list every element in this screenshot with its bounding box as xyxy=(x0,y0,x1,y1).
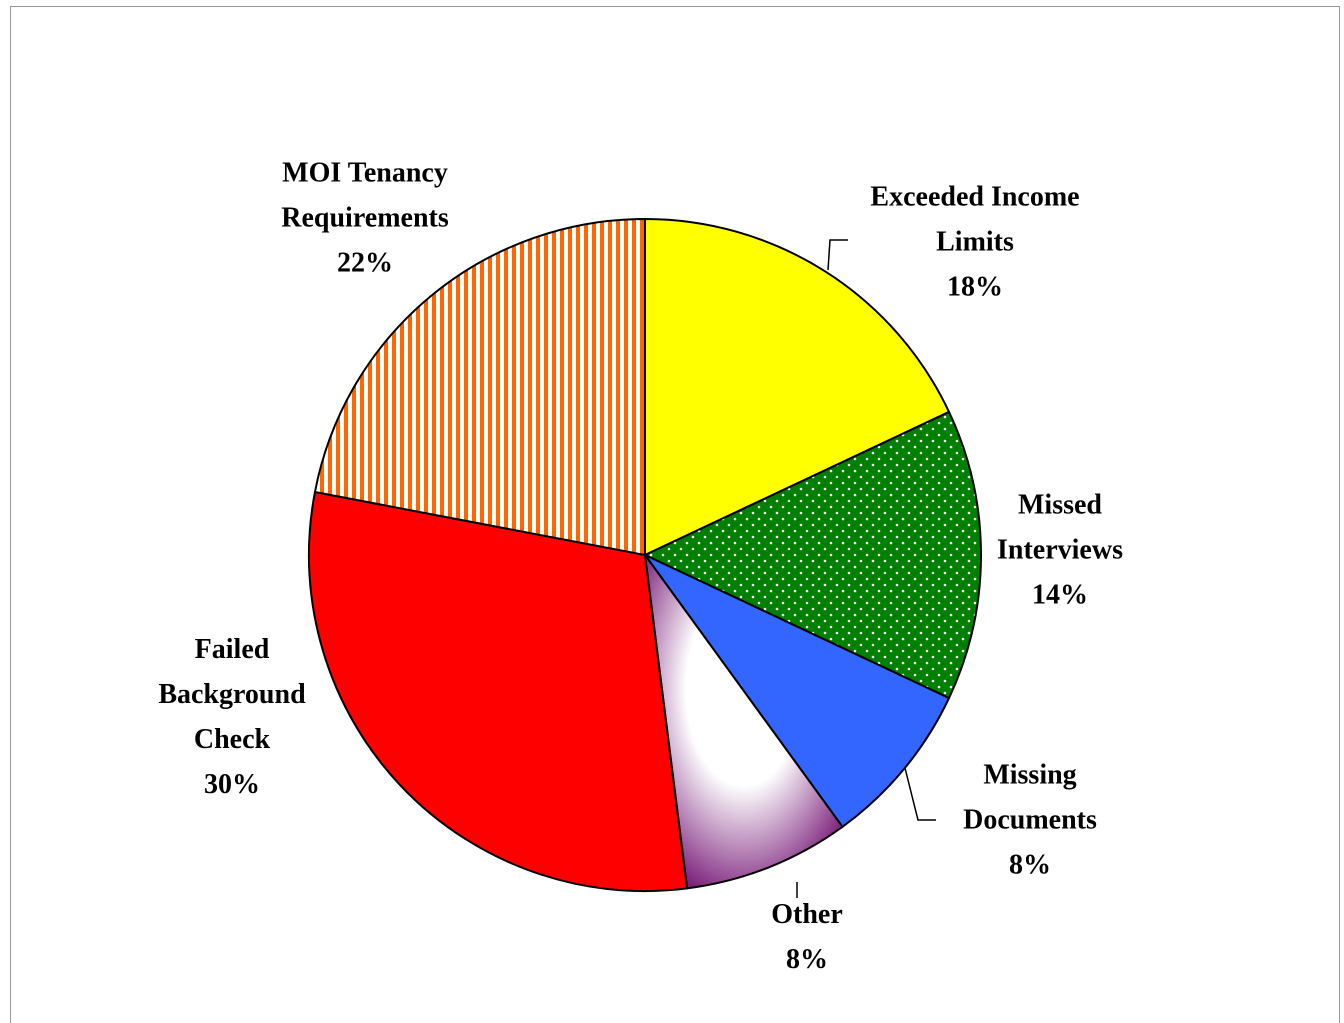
slice-label: Failed Background Check 30% xyxy=(142,627,322,807)
category-label: Failed Background Check xyxy=(158,634,306,755)
value-label: 14% xyxy=(1032,579,1088,611)
slice-label: Missed Interviews 14% xyxy=(960,483,1160,618)
pie-slice xyxy=(644,554,951,828)
category-label: Missing Documents xyxy=(963,759,1097,836)
value-label: 18% xyxy=(947,271,1003,303)
pie-slice xyxy=(644,410,982,700)
category-label: MOI Tenancy Requirements xyxy=(281,157,449,234)
value-label: 30% xyxy=(204,769,260,800)
chart-frame xyxy=(10,6,1340,1023)
slice-label: Other 8% xyxy=(747,892,867,982)
pie-slice xyxy=(644,218,951,556)
slice-label: Exceeded Income Limits 18% xyxy=(855,175,1095,310)
category-label: Missed Interviews xyxy=(997,489,1123,566)
pie-slice xyxy=(308,491,689,892)
pie-slice xyxy=(644,554,844,890)
category-label: Exceeded Income Limits xyxy=(870,181,1080,258)
value-label: 8% xyxy=(786,944,828,975)
value-label: 8% xyxy=(1009,849,1051,881)
value-label: 22% xyxy=(337,247,393,279)
slice-label: MOI Tenancy Requirements 22% xyxy=(245,151,485,286)
leader-line xyxy=(827,239,848,271)
category-label: Other xyxy=(771,899,843,930)
leader-line xyxy=(904,767,936,821)
pie-slice xyxy=(313,218,646,556)
slice-label: Missing Documents 8% xyxy=(930,753,1130,888)
